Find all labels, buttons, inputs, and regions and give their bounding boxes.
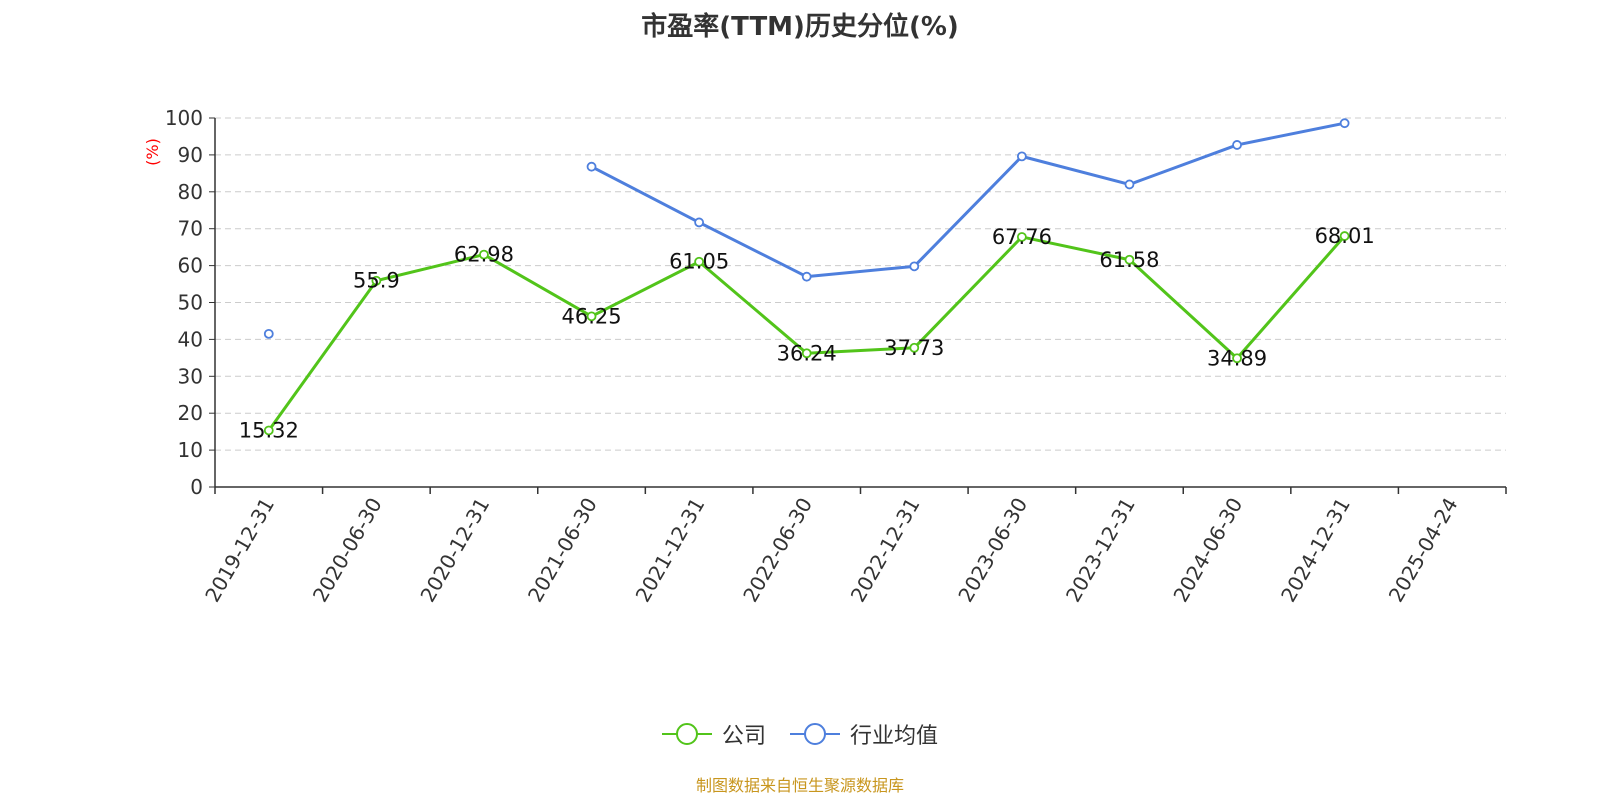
y-tick-label: 90: [178, 143, 203, 167]
legend-item-industry[interactable]: 行业均值: [790, 718, 938, 750]
data-point[interactable]: [801, 271, 812, 282]
data-point[interactable]: [1124, 254, 1135, 265]
y-tick-label: 20: [178, 401, 203, 425]
x-tick-label: 2022-06-30: [738, 494, 817, 607]
y-tick-label: 40: [178, 327, 203, 351]
grid-layer: [215, 117, 1506, 451]
data-label: 61.58: [1099, 248, 1159, 272]
data-point[interactable]: [371, 275, 382, 286]
data-label: 37.73: [884, 336, 944, 360]
data-label: 46.25: [561, 304, 621, 328]
data-point[interactable]: [1016, 232, 1027, 242]
x-tick-label: 2025-04-24: [1384, 494, 1463, 607]
data-point[interactable]: [909, 261, 920, 272]
x-tick-label: 2024-12-31: [1276, 494, 1355, 607]
data-point[interactable]: [1124, 179, 1135, 190]
data-point[interactable]: [1232, 353, 1242, 364]
data-label: 61.05: [669, 250, 729, 274]
x-tick-label: 2023-06-30: [953, 494, 1032, 607]
data-point[interactable]: [586, 311, 597, 322]
x-tick-label: 2020-12-31: [415, 494, 494, 607]
data-point[interactable]: [1339, 118, 1350, 129]
data-label: 67.76: [992, 225, 1052, 249]
legend-label-company: 公司: [721, 724, 766, 749]
x-tick-label: 2020-06-30: [308, 494, 387, 607]
data-label: 68.01: [1315, 224, 1375, 248]
legend-marker-company-icon: [661, 722, 712, 746]
data-label: 15.32: [239, 418, 299, 442]
legend-marker-industry-icon: [790, 722, 840, 746]
y-tick-label: 30: [178, 364, 203, 388]
label-layer: 15.32 55.9 62.98 46.25 61.05 36.24 37.73 67.76 6…: [239, 224, 1375, 442]
data-point[interactable]: [479, 249, 489, 260]
x-tick-label: 2021-12-31: [631, 494, 710, 607]
data-point[interactable]: [1232, 140, 1242, 150]
data-point[interactable]: [694, 217, 705, 228]
legend-dot-company: [675, 723, 698, 745]
legend-item-company[interactable]: 公司: [661, 718, 766, 750]
series-line-1: [590, 121, 1345, 279]
legend-label-industry: 行业均值: [850, 724, 939, 749]
source-note: 制图数据来自恒生聚源数据库: [695, 776, 904, 795]
data-label: 36.24: [777, 341, 837, 365]
y-tick-label: 0: [190, 475, 203, 499]
y-tick-label: 50: [178, 291, 203, 315]
legend: 公司 行业均值: [0, 718, 1600, 750]
data-label: 55.9: [353, 269, 400, 293]
y-tick-label: 80: [178, 180, 203, 204]
y-tick-label: 70: [178, 217, 203, 241]
data-point[interactable]: [1016, 151, 1027, 162]
data-point[interactable]: [263, 425, 274, 436]
y-tick-label: 60: [178, 254, 203, 278]
x-tick-label: 2019-12-31: [200, 494, 279, 607]
data-point[interactable]: [694, 256, 705, 267]
y-tick-label: 100: [165, 106, 203, 130]
data-point[interactable]: [909, 342, 920, 353]
data-point[interactable]: [263, 328, 274, 339]
y-tick-label: 10: [178, 438, 203, 462]
series-layer: [263, 118, 1350, 436]
data-label: 34.89: [1207, 346, 1267, 370]
data-point[interactable]: [586, 161, 597, 172]
legend-dot-industry: [804, 723, 826, 745]
x-tick-label: 2024-06-30: [1168, 494, 1247, 607]
y-axis-label: (%): [143, 138, 162, 166]
data-point[interactable]: [801, 348, 812, 359]
chart-title: 市盈率(TTM)历史分位(%): [641, 12, 959, 42]
x-tick-label: 2023-12-31: [1061, 494, 1140, 607]
x-tick-label: 2022-12-31: [846, 494, 925, 607]
x-tick-label: 2021-06-30: [523, 494, 602, 607]
data-label: 62.98: [454, 243, 514, 267]
data-point[interactable]: [1339, 231, 1350, 241]
